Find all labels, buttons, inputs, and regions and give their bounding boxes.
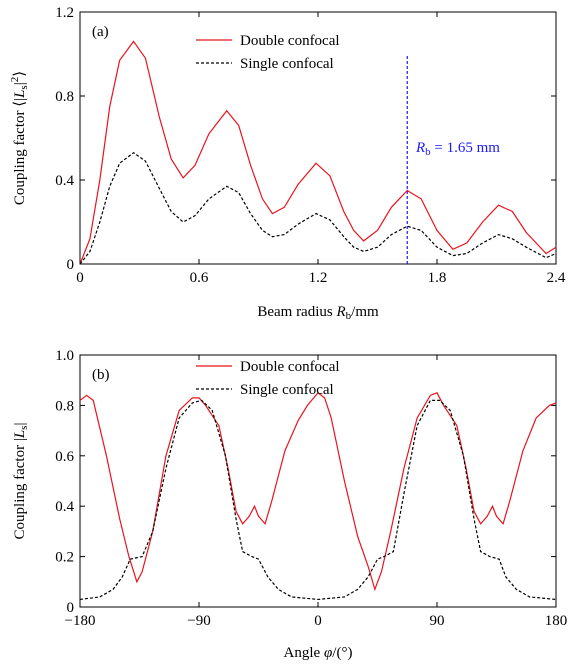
panel-label: (b) — [92, 367, 110, 383]
x-axis-label: Beam radius Rb/mm — [257, 304, 379, 322]
x-tick-label: 90 — [430, 613, 445, 629]
y-axis-label: Coupling factor ⟨|Ls|2⟩ — [9, 71, 30, 205]
y-tick-label: 0.8 — [55, 398, 74, 414]
legend-label: Double confocal — [240, 359, 340, 375]
x-axis-label: Angle φ/(°) — [284, 645, 353, 661]
legend-label: Single confocal — [240, 56, 334, 72]
series-line — [79, 391, 557, 592]
series-line — [79, 151, 557, 265]
series-line — [79, 399, 557, 601]
annotation: Rb = 1.65 mm — [415, 140, 500, 158]
x-tick-label: 2.4 — [547, 270, 566, 286]
y-tick-label: 0.6 — [55, 449, 74, 465]
y-tick-label: 0.8 — [55, 89, 74, 105]
series-line — [79, 40, 557, 265]
plot-frame — [79, 11, 557, 265]
x-tick-label: 0.6 — [190, 270, 209, 286]
x-tick-label: 1.8 — [428, 270, 447, 286]
y-tick-label: 0 — [67, 600, 75, 616]
legend-label: Single confocal — [240, 382, 334, 398]
x-tick-label: −180 — [65, 613, 96, 629]
y-tick-label: 1.0 — [55, 348, 74, 364]
x-tick-label: 1.2 — [309, 270, 328, 286]
x-tick-label: 0 — [76, 270, 84, 286]
x-tick-label: −90 — [187, 613, 210, 629]
y-tick-label: 0.2 — [55, 550, 74, 566]
panel-label: (a) — [92, 24, 109, 40]
x-tick-label: 0 — [314, 613, 322, 629]
legend-label: Double confocal — [240, 33, 340, 49]
x-tick-label: 180 — [545, 613, 568, 629]
y-tick-label: 1.2 — [55, 5, 74, 21]
y-tick-label: 0.4 — [55, 173, 74, 189]
y-tick-label: 0.4 — [55, 499, 74, 515]
y-tick-label: 0 — [67, 257, 75, 273]
y-axis-label: Coupling factor |Ls| — [12, 423, 30, 540]
